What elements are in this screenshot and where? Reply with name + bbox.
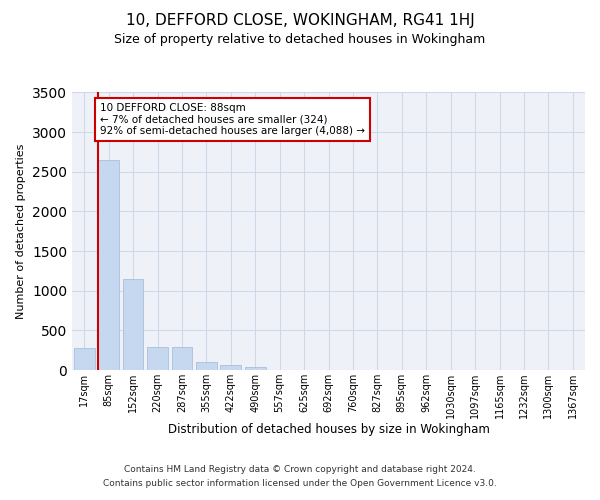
- Text: Size of property relative to detached houses in Wokingham: Size of property relative to detached ho…: [115, 32, 485, 46]
- Bar: [147, 347, 168, 370]
- Text: Contains public sector information licensed under the Open Government Licence v3: Contains public sector information licen…: [103, 479, 497, 488]
- Text: 10 DEFFORD CLOSE: 88sqm
← 7% of detached houses are smaller (324)
92% of semi-de: 10 DEFFORD CLOSE: 88sqm ← 7% of detached…: [100, 103, 365, 136]
- Text: Distribution of detached houses by size in Wokingham: Distribution of detached houses by size …: [168, 422, 490, 436]
- Bar: [122, 279, 143, 370]
- Bar: [74, 348, 95, 370]
- Bar: [196, 362, 217, 370]
- Bar: [220, 365, 241, 370]
- Bar: [245, 367, 266, 370]
- Text: Contains HM Land Registry data © Crown copyright and database right 2024.: Contains HM Land Registry data © Crown c…: [124, 465, 476, 474]
- Bar: [98, 160, 119, 370]
- Bar: [172, 347, 193, 370]
- Text: 10, DEFFORD CLOSE, WOKINGHAM, RG41 1HJ: 10, DEFFORD CLOSE, WOKINGHAM, RG41 1HJ: [125, 12, 475, 28]
- Y-axis label: Number of detached properties: Number of detached properties: [16, 144, 26, 319]
